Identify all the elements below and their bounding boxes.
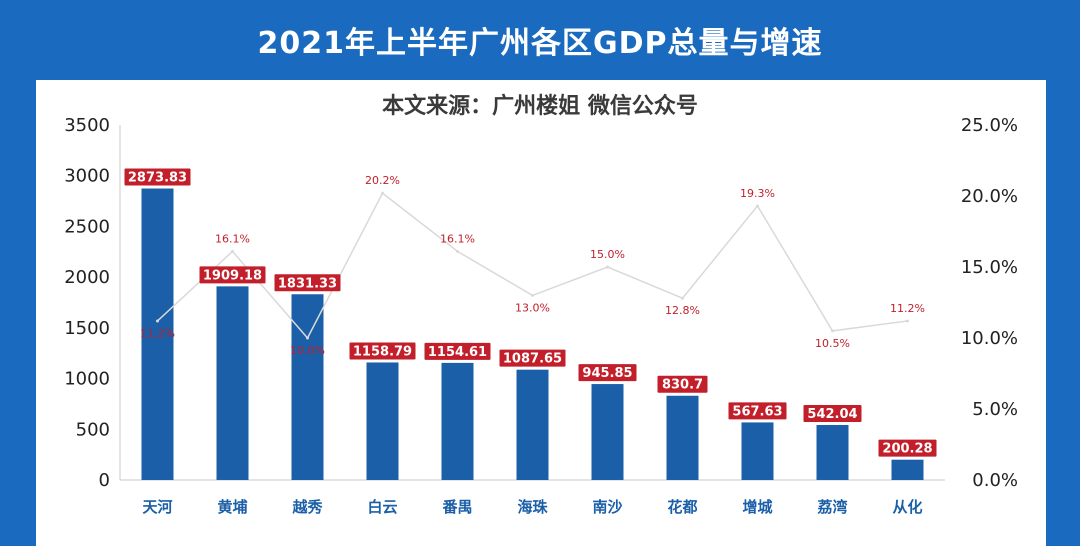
growth-value-label: 13.0% [515, 301, 550, 314]
title-bar: 2021年上半年广州各区GDP总量与增速 [0, 0, 1080, 80]
bar-value-label: 1087.65 [503, 352, 562, 367]
y-right-tick-label: 5.0% [972, 399, 1018, 420]
growth-value-label: 20.2% [365, 174, 400, 187]
bar-value-box [728, 402, 787, 420]
x-tick-label: 海珠 [517, 498, 548, 516]
bar-value-box [349, 342, 416, 360]
bar-value-box [878, 439, 937, 457]
growth-point [156, 319, 159, 323]
bar-value-box [657, 375, 708, 393]
growth-point [831, 329, 834, 333]
bar-value-label: 1831.33 [278, 276, 337, 291]
bar-value-label: 542.04 [807, 407, 857, 422]
growth-value-label: 16.1% [440, 232, 475, 245]
y-left-tick-label: 0 [99, 470, 110, 491]
y-left-tick-label: 1000 [64, 369, 110, 390]
bar-value-label: 945.85 [582, 366, 632, 381]
chart-title: 2021年上半年广州各区GDP总量与增速 [257, 26, 823, 61]
bar-value-box [424, 342, 491, 360]
y-right-tick-label: 0.0% [972, 470, 1018, 491]
y-right-tick-label: 10.0% [961, 328, 1018, 349]
growth-point [906, 319, 909, 323]
growth-point [456, 249, 459, 253]
y-left-tick-label: 3500 [64, 115, 110, 136]
bar [441, 362, 474, 480]
x-tick-label: 荔湾 [817, 498, 847, 516]
x-tick-label: 白云 [367, 498, 397, 516]
y-left-tick-label: 2500 [64, 216, 110, 237]
growth-point [306, 336, 309, 340]
x-tick-label: 天河 [142, 498, 172, 516]
bar-value-box [578, 364, 637, 382]
growth-value-label: 10.5% [815, 337, 850, 350]
bar [816, 425, 849, 480]
bar-value-box [199, 266, 266, 284]
growth-point [681, 296, 684, 300]
growth-value-label: 15.0% [590, 248, 625, 261]
bar-value-box [274, 274, 341, 292]
x-tick-label: 番禺 [441, 498, 472, 516]
bar [591, 384, 624, 480]
bar [366, 362, 399, 480]
y-left-tick-label: 3000 [64, 166, 110, 187]
bar-value-box [803, 405, 862, 423]
source-note: 本文来源：广州楼姐 微信公众号 [382, 94, 698, 119]
x-tick-label: 越秀 [291, 498, 323, 516]
bar [216, 286, 249, 480]
growth-value-label: 12.8% [665, 304, 700, 317]
growth-value-label: 11.2% [140, 327, 175, 340]
bar-value-label: 1158.79 [353, 344, 412, 359]
growth-value-label: 16.1% [215, 232, 250, 245]
y-right-tick-label: 25.0% [961, 115, 1018, 136]
bar-value-label: 2873.83 [128, 171, 187, 186]
growth-point [381, 191, 384, 195]
y-left-tick-label: 1500 [64, 318, 110, 339]
growth-point [231, 249, 234, 253]
bar-value-label: 830.7 [662, 378, 703, 393]
growth-point [606, 265, 609, 269]
growth-point [531, 293, 534, 297]
bar [291, 294, 324, 480]
growth-value-label: 10.0% [290, 344, 325, 357]
bar-value-label: 1154.61 [428, 345, 487, 360]
y-left-tick-label: 500 [76, 419, 110, 440]
y-left-tick-label: 2000 [64, 267, 110, 288]
growth-line [156, 192, 908, 340]
growth-point [756, 204, 759, 208]
bar [516, 369, 549, 480]
growth-value-label: 11.2% [890, 302, 925, 315]
x-tick-label: 花都 [667, 498, 697, 516]
x-tick-label: 从化 [892, 498, 922, 516]
x-tick-label: 南沙 [592, 498, 622, 516]
bar [741, 422, 774, 480]
y-right-tick-label: 20.0% [961, 186, 1018, 207]
bar [666, 395, 699, 480]
bar-value-box [499, 349, 566, 367]
bar-value-label: 1909.18 [203, 268, 262, 283]
bar-value-label: 200.28 [882, 442, 932, 457]
bar [141, 188, 174, 480]
growth-value-label: 19.3% [740, 187, 775, 200]
x-tick-label: 黄埔 [217, 498, 247, 516]
bar-value-label: 567.63 [732, 404, 782, 419]
bar [891, 459, 924, 480]
bar-value-box [124, 168, 191, 186]
x-tick-label: 增城 [742, 498, 772, 516]
y-right-tick-label: 15.0% [961, 257, 1018, 278]
